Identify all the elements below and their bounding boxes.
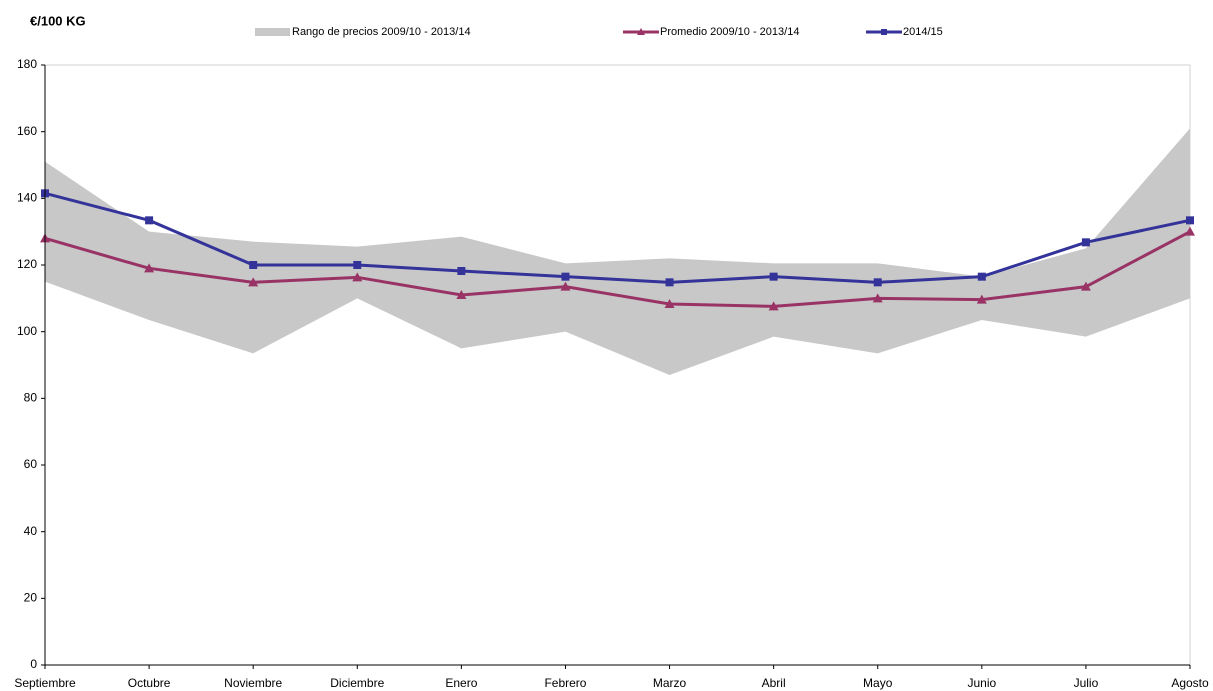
y-tick-label: 160: [17, 124, 37, 138]
point-marker: [248, 277, 259, 287]
y-tick-label: 140: [17, 191, 37, 205]
legend-swatch: [255, 28, 290, 36]
point-marker: [768, 301, 779, 311]
point-marker: [561, 272, 570, 281]
y-tick-label: 180: [17, 57, 37, 71]
point-marker: [456, 290, 467, 299]
point-marker: [1186, 216, 1194, 225]
point-marker: [353, 261, 362, 269]
point-marker: [976, 294, 987, 304]
y-tick-label: 80: [24, 391, 38, 405]
legend-label: Promedio 2009/10 - 2013/14: [660, 26, 799, 38]
x-tick-label: Enero: [445, 676, 477, 690]
y-tick-label: 20: [24, 591, 38, 605]
y-tick-label: 100: [17, 324, 37, 338]
point-marker: [1081, 238, 1090, 247]
point-marker: [665, 278, 674, 287]
x-tick-label: Febrero: [544, 676, 586, 690]
x-tick-label: Octubre: [128, 676, 171, 690]
point-marker: [352, 272, 363, 282]
legend-label: 2014/15: [903, 26, 943, 38]
point-marker: [977, 272, 986, 281]
point-marker: [769, 272, 778, 281]
point-marker: [1185, 226, 1195, 236]
series-line: [44, 191, 1191, 284]
x-tick-label: Julio: [1074, 676, 1099, 690]
x-tick-label: Mayo: [863, 676, 893, 690]
x-tick-label: Noviembre: [224, 676, 282, 690]
point-marker: [873, 278, 882, 287]
x-tick-label: Agosto: [1171, 676, 1209, 690]
y-tick-label: 60: [24, 457, 38, 471]
x-tick-label: Diciembre: [330, 676, 384, 690]
point-marker: [1080, 281, 1091, 291]
x-tick-label: Septiembre: [14, 676, 76, 690]
y-tick-label: 40: [24, 524, 38, 538]
range-area: [45, 128, 1190, 375]
x-tick-label: Abril: [762, 676, 786, 690]
y-tick-label: 120: [17, 257, 37, 271]
point-marker: [249, 261, 258, 269]
legend-marker: [881, 29, 887, 35]
point-marker: [457, 267, 466, 275]
point-marker: [144, 263, 155, 273]
x-tick-label: Junio: [967, 676, 996, 690]
point-marker: [560, 281, 571, 291]
point-marker: [872, 293, 883, 303]
point-marker: [664, 299, 675, 308]
legend-marker: [637, 28, 645, 35]
point-marker: [145, 216, 154, 225]
series-line: [44, 230, 1191, 308]
y-tick-label: 0: [30, 657, 37, 671]
y-axis-title: €/100 KG: [30, 13, 86, 28]
legend-label: Rango de precios 2009/10 - 2013/14: [292, 26, 471, 38]
x-tick-label: Marzo: [653, 676, 687, 690]
